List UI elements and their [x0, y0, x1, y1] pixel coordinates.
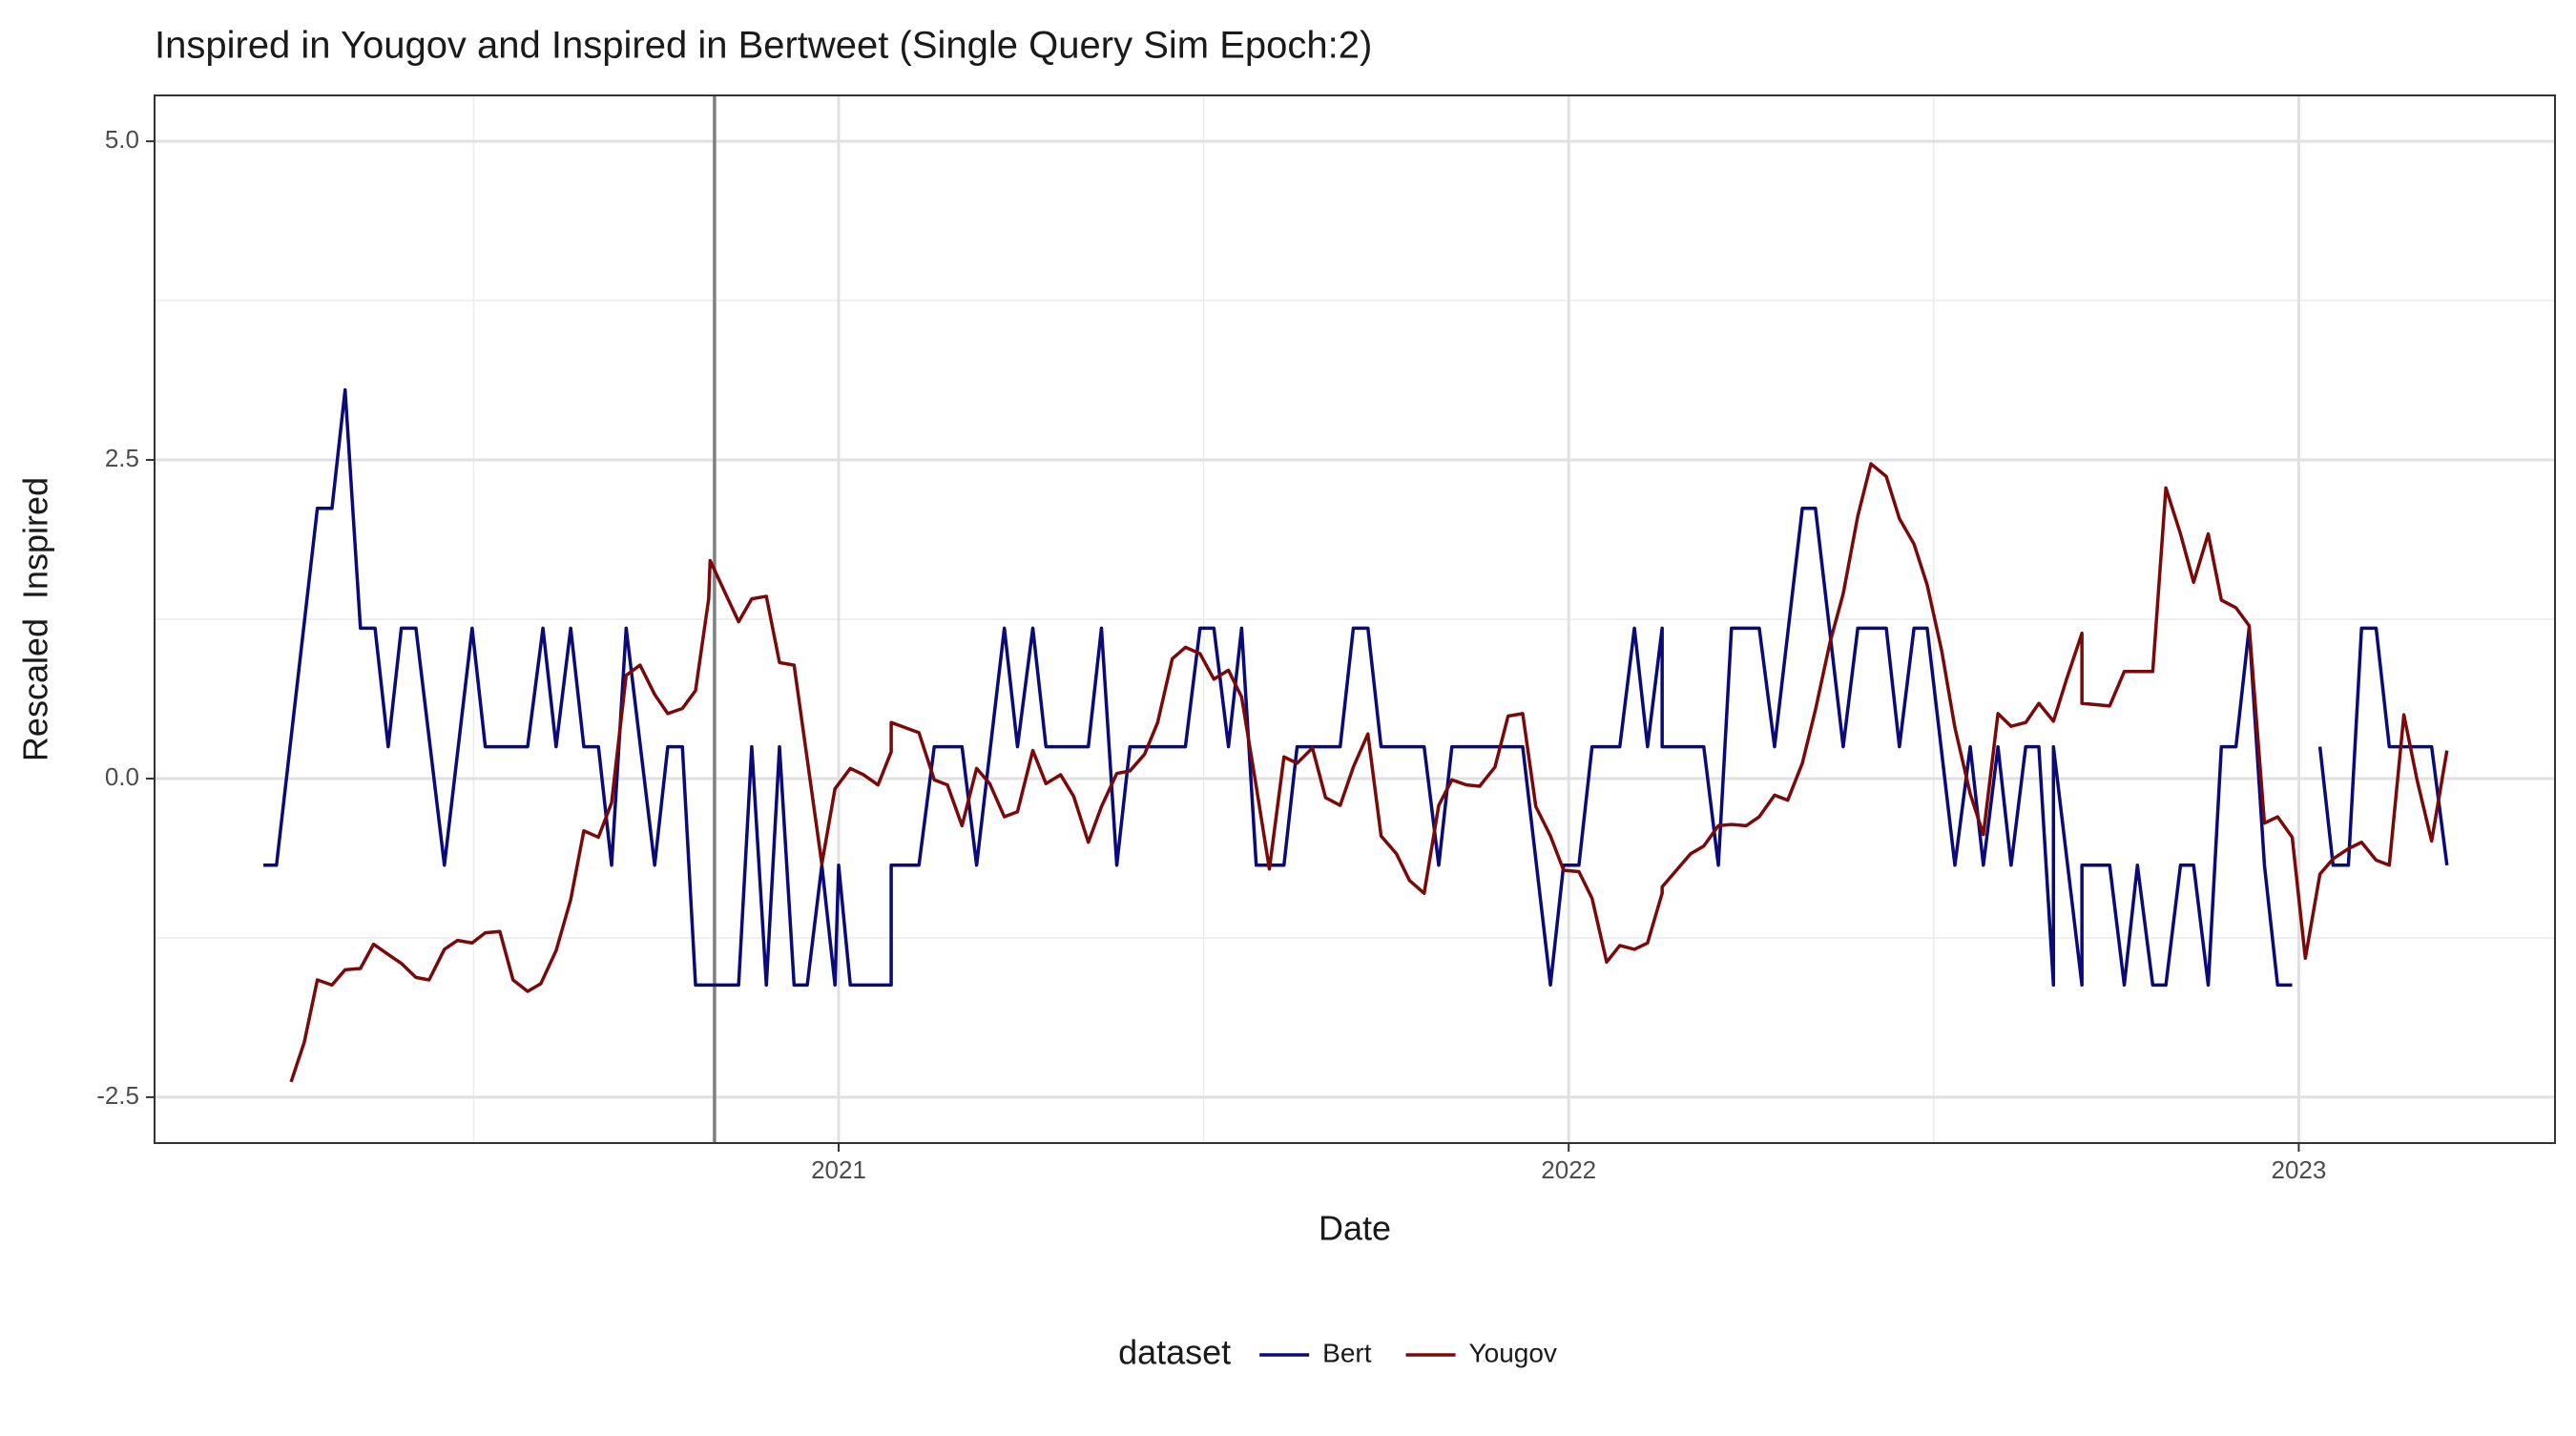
x-axis-label: Date [1319, 1209, 1391, 1248]
y-tick-label: 5.0 [105, 125, 139, 154]
x-tick-label: 2021 [811, 1155, 866, 1184]
plot-border [154, 94, 2556, 1144]
y-tick-label: -2.5 [96, 1081, 139, 1110]
series-line [289, 462, 2449, 1083]
legend-label: Yougov [1469, 1338, 1557, 1367]
x-tick-label: 2023 [2271, 1155, 2326, 1184]
legend-title: dataset [1118, 1333, 1231, 1372]
y-tick-label: 2.5 [105, 444, 139, 472]
series-line [263, 387, 2449, 988]
legend-label: Bert [1322, 1338, 1372, 1367]
y-tick-label: 0.0 [105, 762, 139, 791]
y-axis-label: Rescaled Inspired [16, 477, 55, 761]
chart-title: Inspired in Yougov and Inspired in Bertw… [155, 25, 1372, 67]
x-tick-label: 2022 [1541, 1155, 1596, 1184]
